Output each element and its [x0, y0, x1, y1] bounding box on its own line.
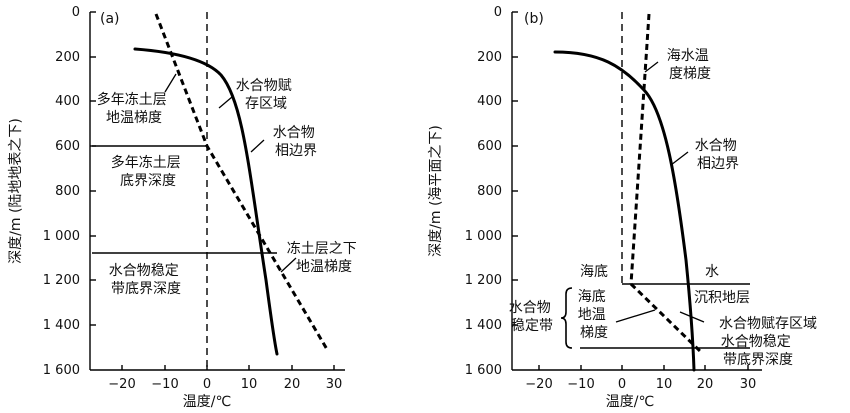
x-tick-label: 0 [203, 377, 211, 392]
panel-b: (b) 0 200 400 600 800 1 000 1 200 1 400 … [428, 5, 817, 410]
panel-a-label: (a) [100, 11, 120, 27]
x-tick-label: −20 [525, 377, 552, 392]
y-tick-label: 0 [72, 5, 80, 20]
y-tick-label: 1 200 [43, 273, 80, 288]
panel-a: (a) 0 200 400 600 800 1 000 1 200 1 400 … [8, 5, 361, 410]
pointer-line [615, 309, 656, 323]
panel-b-y-ticks: 0 200 400 600 800 1 000 1 200 1 400 1 60… [465, 5, 518, 378]
panel-b-label: (b) [524, 11, 544, 27]
water-label: 水 [705, 264, 719, 280]
panel-a-x-title: 温度/℃ [183, 394, 231, 410]
pointer-line [250, 139, 265, 153]
stability-zone-label: 水合物 稳定带 [509, 300, 555, 334]
x-tick-label: 30 [740, 377, 757, 392]
hydrate-boundary-label: 水合物 相边界 [695, 138, 741, 172]
y-tick-label: 400 [55, 94, 80, 109]
panel-b-x-title: 温度/℃ [606, 394, 654, 410]
hydrate-zone-label: 水合物赋存区域 [719, 316, 817, 332]
hydrate-zone-label: 水合物赋 存区域 [236, 78, 296, 112]
y-tick-label: 200 [477, 50, 502, 65]
geothermal-gradient-line [154, 13, 330, 352]
y-tick-label: 400 [477, 94, 502, 109]
sediment-label: 沉积地层 [694, 290, 750, 306]
x-tick-label: 20 [284, 377, 301, 392]
panel-b-y-title: 深度/m (海平面之下) [428, 125, 444, 257]
y-tick-label: 1 400 [465, 318, 502, 333]
pointer-line [164, 73, 177, 93]
stability-base-label: 水合物稳定 带底界深度 [109, 263, 183, 297]
pointer-line [644, 61, 659, 73]
x-tick-label: −20 [108, 377, 135, 392]
y-tick-label: 600 [55, 139, 80, 154]
below-gradient-label: 冻土层之下 地温梯度 [287, 240, 361, 275]
y-tick-label: 200 [55, 50, 80, 65]
panel-b-x-ticks: −20 −10 0 10 20 30 [525, 365, 756, 392]
hydrate-phase-boundary-curve [133, 47, 279, 356]
y-tick-label: 1 600 [465, 363, 502, 378]
seawater-gradient-label: 海水温 度梯度 [667, 48, 713, 82]
seawater-gradient-line [629, 13, 651, 285]
hydrate-boundary-label: 水合物 相边界 [273, 125, 319, 159]
y-tick-label: 800 [55, 184, 80, 199]
permafrost-base-label: 多年冻土层 底界深度 [111, 154, 185, 189]
y-tick-label: 1 200 [465, 273, 502, 288]
x-tick-label: 20 [697, 377, 714, 392]
seafloor-gradient-label: 海底 地温 梯度 [578, 289, 610, 341]
panel-a-y-title: 深度/m (陆地地表之下) [8, 118, 24, 264]
permafrost-gradient-label: 多年冻土层 地温梯度 [97, 91, 171, 126]
panel-a-x-ticks: −20 −10 0 10 20 30 [108, 365, 342, 392]
pointer-line [670, 151, 689, 166]
seafloor-label: 海底 [580, 264, 608, 280]
y-tick-label: 1 600 [43, 363, 80, 378]
x-tick-label: 0 [618, 377, 626, 392]
x-tick-label: 10 [656, 377, 673, 392]
y-tick-label: 1 000 [465, 229, 502, 244]
y-tick-label: 1 000 [43, 229, 80, 244]
x-tick-label: −10 [567, 377, 594, 392]
x-tick-label: 30 [326, 377, 343, 392]
stability-zone-brace [560, 287, 573, 349]
y-tick-label: 1 400 [43, 318, 80, 333]
pointer-line [218, 96, 233, 109]
stability-base-label: 水合物稳定 带底界深度 [721, 334, 795, 368]
x-tick-label: 10 [241, 377, 258, 392]
hydrate-phase-boundary-curve [553, 50, 696, 372]
x-tick-label: −10 [151, 377, 178, 392]
y-tick-label: 0 [494, 5, 502, 20]
pointer-line [679, 311, 705, 323]
panel-a-y-ticks: 0 200 400 600 800 1 000 1 200 1 400 1 60… [43, 5, 96, 378]
pointer-line [280, 257, 297, 273]
y-tick-label: 800 [477, 184, 502, 199]
y-tick-label: 600 [477, 139, 502, 154]
seafloor-gradient-line [629, 282, 703, 354]
